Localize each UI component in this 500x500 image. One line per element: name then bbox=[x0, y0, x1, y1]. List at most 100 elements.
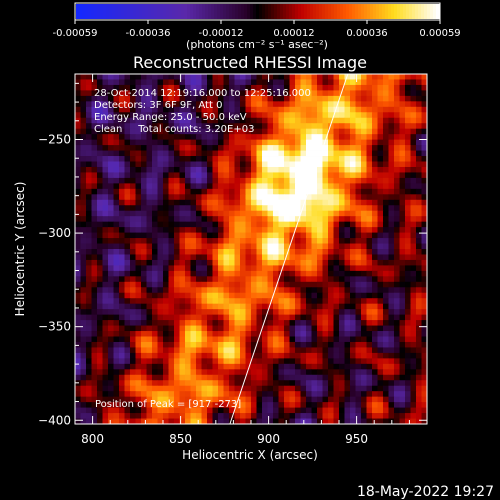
heatmap-cell bbox=[295, 270, 301, 277]
heatmap-cell bbox=[229, 363, 235, 370]
heatmap-cell bbox=[410, 79, 417, 86]
heatmap-cell bbox=[355, 380, 362, 387]
heatmap-cell bbox=[388, 347, 395, 354]
heatmap-cell bbox=[168, 117, 175, 124]
heatmap-cell bbox=[339, 402, 345, 408]
heatmap-cell bbox=[394, 254, 400, 261]
heatmap-cell bbox=[229, 265, 235, 272]
heatmap-cell bbox=[141, 303, 147, 310]
heatmap-cell bbox=[377, 287, 384, 294]
heatmap-cell bbox=[157, 385, 164, 392]
heatmap-cell bbox=[361, 320, 367, 326]
heatmap-cell bbox=[394, 320, 400, 326]
heatmap-cell bbox=[383, 270, 389, 277]
heatmap-cell bbox=[80, 418, 87, 425]
heatmap-cell bbox=[322, 243, 329, 250]
heatmap-cell bbox=[75, 396, 81, 403]
heatmap-cell bbox=[190, 128, 197, 135]
heatmap-cell bbox=[273, 183, 279, 190]
heatmap-cell bbox=[284, 161, 290, 168]
heatmap-cell bbox=[75, 259, 81, 266]
heatmap-cell bbox=[146, 249, 153, 255]
heatmap-cell bbox=[300, 101, 307, 108]
heatmap-cell bbox=[135, 281, 142, 288]
heatmap-cell bbox=[344, 341, 351, 348]
heatmap-cell bbox=[190, 292, 197, 299]
heatmap-cell bbox=[86, 254, 92, 261]
heatmap-cell bbox=[410, 112, 417, 119]
colorbar-gradient bbox=[76, 4, 440, 19]
heatmap-cell bbox=[339, 90, 345, 97]
heatmap-cell bbox=[102, 188, 109, 195]
heatmap-cell bbox=[306, 396, 312, 403]
heatmap-cell bbox=[278, 281, 285, 288]
heatmap-cell bbox=[350, 194, 356, 201]
heatmap-cell bbox=[311, 150, 318, 157]
heatmap-cell bbox=[322, 249, 329, 255]
heatmap-cell bbox=[146, 407, 153, 414]
heatmap-cell bbox=[251, 238, 257, 244]
heatmap-cell bbox=[234, 374, 241, 381]
heatmap-cell bbox=[146, 243, 153, 250]
heatmap-cell bbox=[108, 117, 114, 124]
heatmap-cell bbox=[130, 161, 136, 168]
heatmap-cell bbox=[223, 216, 230, 223]
heatmap-cell bbox=[223, 265, 230, 272]
heatmap-cell bbox=[262, 161, 268, 168]
heatmap-cell bbox=[80, 232, 87, 239]
heatmap-cell bbox=[108, 270, 114, 277]
heatmap-cell bbox=[207, 314, 213, 321]
heatmap-cell bbox=[278, 336, 285, 343]
heatmap-cell bbox=[399, 128, 406, 135]
heatmap-cell bbox=[322, 112, 329, 119]
heatmap-cell bbox=[185, 341, 191, 348]
heatmap-cell bbox=[377, 74, 384, 80]
heatmap-cell bbox=[388, 150, 395, 157]
heatmap-cell bbox=[245, 320, 252, 326]
heatmap-cell bbox=[135, 341, 142, 348]
heatmap-cell bbox=[372, 145, 378, 151]
heatmap-cell bbox=[284, 221, 290, 228]
heatmap-cell bbox=[421, 270, 428, 277]
heatmap-cell bbox=[245, 150, 252, 157]
heatmap-cell bbox=[119, 331, 125, 337]
colorbar-step bbox=[286, 4, 290, 19]
heatmap-cell bbox=[333, 276, 340, 283]
heatmap-cell bbox=[157, 183, 164, 190]
heatmap-cell bbox=[377, 281, 384, 288]
heatmap-cell bbox=[410, 161, 417, 168]
heatmap-cell bbox=[185, 325, 191, 332]
heatmap-cell bbox=[289, 232, 296, 239]
heatmap-cell bbox=[207, 352, 213, 359]
heatmap-cell bbox=[300, 134, 307, 141]
heatmap-cell bbox=[152, 79, 158, 86]
heatmap-cell bbox=[190, 150, 197, 157]
heatmap-cell bbox=[355, 205, 362, 212]
heatmap-cell bbox=[179, 221, 186, 228]
heatmap-cell bbox=[284, 79, 290, 86]
heatmap-cell bbox=[339, 188, 345, 195]
heatmap-cell bbox=[328, 84, 334, 91]
heatmap-cell bbox=[388, 298, 395, 305]
heatmap-cell bbox=[168, 139, 175, 146]
heatmap-cell bbox=[102, 380, 109, 387]
heatmap-cell bbox=[289, 238, 296, 244]
heatmap-cell bbox=[328, 363, 334, 370]
heatmap-cell bbox=[262, 238, 268, 244]
heatmap-cell bbox=[163, 74, 169, 80]
heatmap-cell bbox=[201, 281, 208, 288]
heatmap-cell bbox=[344, 84, 351, 91]
heatmap-cell bbox=[333, 281, 340, 288]
heatmap-cell bbox=[174, 320, 180, 326]
heatmap-cell bbox=[174, 123, 180, 130]
heatmap-cell bbox=[394, 276, 400, 283]
heatmap-cell bbox=[201, 74, 208, 80]
heatmap-cell bbox=[135, 227, 142, 233]
heatmap-cell bbox=[146, 79, 153, 86]
heatmap-cell bbox=[251, 413, 257, 419]
heatmap-cell bbox=[333, 303, 340, 310]
colorbar-step bbox=[166, 4, 170, 19]
heatmap-cell bbox=[152, 298, 158, 305]
heatmap-cell bbox=[339, 177, 345, 184]
heatmap-cell bbox=[333, 270, 340, 277]
